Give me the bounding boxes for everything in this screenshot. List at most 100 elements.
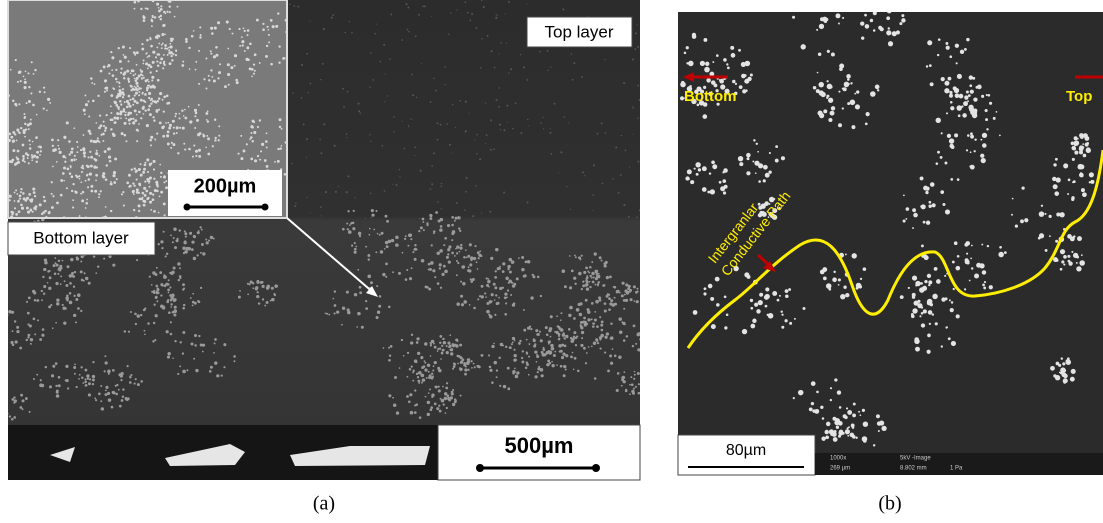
grain — [65, 307, 67, 309]
grain — [795, 5, 800, 10]
grain — [71, 175, 74, 178]
grain — [430, 408, 433, 411]
grain — [194, 344, 196, 346]
grain — [267, 29, 269, 31]
grain — [12, 330, 14, 332]
grain — [157, 35, 160, 38]
grain — [113, 171, 116, 174]
grain — [429, 342, 431, 344]
grain — [398, 272, 401, 275]
grain — [1044, 213, 1046, 215]
grain — [256, 280, 259, 283]
grain — [264, 159, 267, 162]
grain — [20, 204, 23, 207]
grain — [163, 96, 166, 99]
grain — [446, 345, 448, 347]
grain — [1082, 143, 1084, 145]
grain — [224, 85, 227, 88]
grain — [448, 261, 451, 264]
grain — [108, 398, 112, 402]
grain — [1020, 219, 1024, 223]
grain — [264, 305, 266, 307]
grain — [444, 237, 447, 240]
grain — [143, 60, 145, 62]
grain — [630, 298, 633, 301]
grain — [385, 276, 387, 278]
grain — [421, 63, 422, 64]
grain — [445, 412, 447, 414]
grain — [326, 313, 328, 315]
grain — [460, 395, 462, 397]
grain — [68, 140, 71, 143]
grain — [136, 140, 138, 142]
grain — [376, 316, 379, 319]
grain — [637, 161, 639, 163]
grain — [370, 217, 372, 219]
grain — [244, 30, 246, 32]
grain — [970, 135, 974, 139]
grain — [33, 155, 35, 157]
grain — [75, 298, 78, 301]
grain — [53, 264, 56, 267]
grain — [346, 133, 348, 135]
grain — [378, 311, 380, 313]
grain — [1021, 187, 1024, 190]
grain — [703, 38, 707, 42]
grain — [266, 132, 268, 134]
grain — [659, 341, 662, 344]
grain — [438, 391, 440, 393]
grain — [281, 145, 283, 147]
grain — [862, 409, 865, 412]
grain — [505, 277, 508, 280]
grain — [202, 252, 205, 255]
grain — [489, 366, 492, 369]
grain — [334, 290, 336, 292]
grain — [144, 164, 147, 167]
grain — [376, 285, 378, 287]
grain — [120, 117, 122, 119]
grain — [446, 123, 447, 124]
grain — [1055, 240, 1058, 243]
grain — [147, 322, 150, 325]
grain — [123, 204, 125, 206]
grain — [210, 236, 213, 239]
grain — [31, 198, 34, 201]
grain — [838, 278, 841, 281]
grain — [418, 371, 422, 375]
grain — [1076, 266, 1081, 271]
grain — [928, 310, 933, 315]
grain — [732, 80, 735, 83]
grain — [94, 190, 97, 193]
grain — [136, 114, 138, 116]
grain — [85, 369, 88, 372]
grain — [388, 347, 390, 349]
grain — [846, 407, 848, 409]
grain — [372, 79, 374, 81]
grain — [131, 168, 133, 170]
grain — [826, 97, 828, 99]
grain — [4, 100, 6, 102]
grain — [161, 247, 163, 249]
grain — [94, 83, 96, 85]
grain — [945, 297, 948, 300]
grain — [508, 1, 510, 3]
grain — [33, 73, 35, 75]
grain — [983, 286, 986, 289]
grain — [476, 134, 478, 136]
grain — [106, 164, 108, 166]
grain — [181, 109, 183, 111]
grain — [95, 122, 97, 124]
grain — [230, 66, 233, 69]
grain — [82, 165, 84, 167]
grain — [719, 79, 721, 81]
grain — [172, 53, 174, 55]
grain — [49, 385, 52, 388]
grain — [247, 29, 250, 32]
grain — [60, 275, 62, 277]
grain — [177, 152, 179, 154]
grain — [1086, 148, 1091, 153]
grain — [124, 73, 126, 75]
grain — [170, 234, 172, 236]
grain — [747, 157, 750, 160]
grain — [623, 308, 625, 310]
